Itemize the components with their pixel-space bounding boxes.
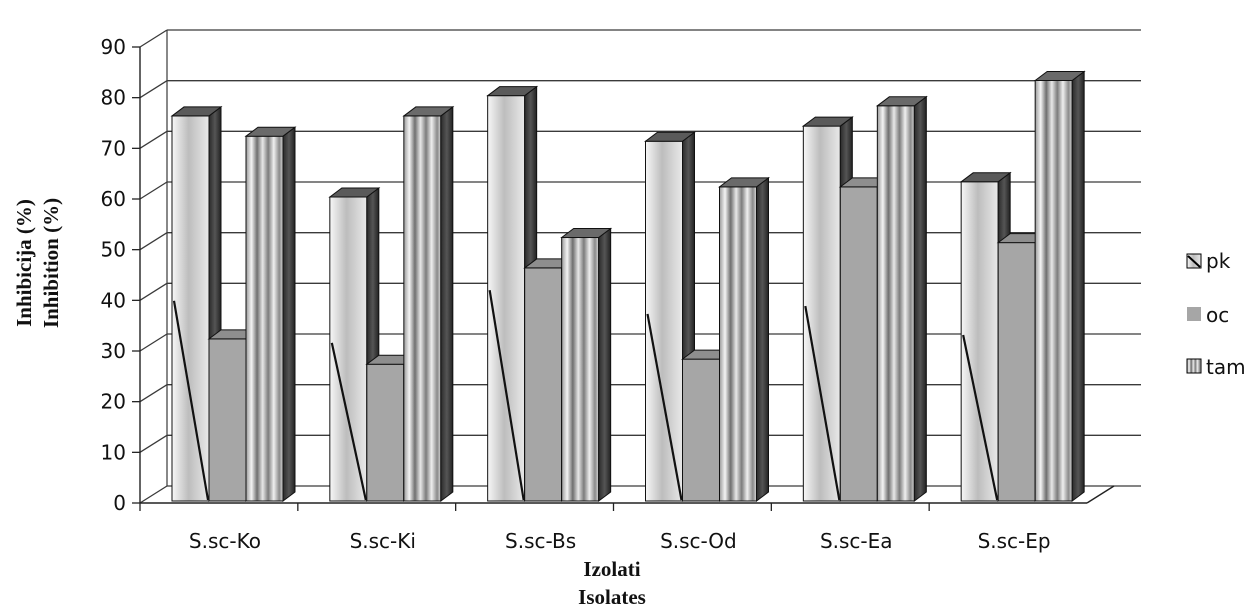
y-tick-label-90: 90 <box>101 35 126 59</box>
y-tick-label-70: 70 <box>101 136 126 160</box>
y-tick-label-40: 40 <box>101 288 126 312</box>
y-tick-label-0: 0 <box>113 491 126 515</box>
legend-label-oc: oc <box>1206 303 1229 327</box>
legend-swatch-pk-stripe <box>1187 255 1201 268</box>
legend-swatch-tam <box>1186 358 1202 374</box>
bar-front-tam-S.sc-Bs <box>561 237 600 502</box>
x-axis-title-line2: Isolates <box>578 585 646 609</box>
bar-front-oc-S.sc-Ko <box>208 338 247 502</box>
y-tick-label-60: 60 <box>101 187 126 211</box>
gridline-side-40 <box>139 282 168 301</box>
x-tick-label-S.sc-Ki: S.sc-Ki <box>350 529 416 553</box>
bar-top-pk-S.sc-Ea <box>801 116 854 127</box>
bar-front-oc-S.sc-Ki <box>366 363 405 502</box>
bar-top-pk-S.sc-Bs <box>486 86 539 97</box>
bar-side-tam-S.sc-Ea <box>913 95 927 502</box>
bar-front-pk-S.sc-Ko <box>171 115 210 502</box>
bar-top-tam-S.sc-Ea <box>875 96 928 107</box>
bar-side-tam-S.sc-Ko <box>282 126 296 502</box>
bar-stripe-pk-S.sc-Bs <box>488 290 525 501</box>
bar-top-pk-S.sc-Ki <box>328 187 381 198</box>
gridline-side-10 <box>139 434 168 453</box>
bar-tam-S.sc-Ki <box>402 105 455 502</box>
legend-item-tam: tam <box>1186 355 1246 379</box>
bar-front-oc-S.sc-Ep <box>997 242 1036 502</box>
gridline-side-70 <box>139 130 168 149</box>
gridline-side-80 <box>139 80 168 99</box>
bar-tam-S.sc-Ep <box>1033 70 1086 502</box>
bar-side-tam-S.sc-Ep <box>1071 70 1085 502</box>
bar-front-pk-S.sc-Ep <box>960 181 999 502</box>
gridline-side-0 <box>139 485 168 504</box>
y-tick-label-30: 30 <box>101 339 126 363</box>
bar-stripe-pk-S.sc-Ko <box>172 300 210 501</box>
bar-front-tam-S.sc-Ep <box>1034 79 1073 502</box>
bar-pk-S.sc-Ki <box>328 187 381 502</box>
x-tick-label-S.sc-Ea: S.sc-Ea <box>820 529 893 553</box>
y-tick-label-20: 20 <box>101 390 126 414</box>
x-tick-label-S.sc-Ko: S.sc-Ko <box>189 529 261 553</box>
x-tick-labels: S.sc-Ko S.sc-Ki S.sc-Bs S.sc-Od S.sc-Ea S.sc-… <box>189 529 1051 553</box>
bar-top-tam-S.sc-Od <box>718 177 770 188</box>
bar-tam-S.sc-Ko <box>244 126 297 502</box>
bar-front-tam-S.sc-Ea <box>876 105 915 502</box>
bar-stripe-pk-S.sc-Ep <box>962 334 999 501</box>
bar-top-tam-S.sc-Ko <box>244 126 297 137</box>
bar-top-pk-S.sc-Od <box>644 131 696 142</box>
gridline-side-50 <box>139 232 168 251</box>
bar-front-tam-S.sc-Ki <box>403 115 442 502</box>
bar-tam-S.sc-Bs <box>560 227 613 502</box>
bars <box>170 70 1086 502</box>
x-tick-label-S.sc-Od: S.sc-Od <box>660 529 737 553</box>
gridline-side-60 <box>139 181 168 200</box>
bar-top-tam-S.sc-Ep <box>1033 70 1086 81</box>
bar-front-oc-S.sc-Bs <box>524 267 563 502</box>
bar-stripe-pk-S.sc-Od <box>646 313 683 501</box>
bar-side-tam-S.sc-Bs <box>598 227 612 502</box>
bar-top-tam-S.sc-Ki <box>402 106 455 117</box>
bar-front-pk-S.sc-Ki <box>329 196 368 502</box>
gridline-side-90 <box>139 29 168 48</box>
bar-front-pk-S.sc-Od <box>645 140 683 502</box>
bar-front-oc-S.sc-Od <box>682 358 720 502</box>
y-tick-labels: 0 10 20 30 40 50 60 70 80 90 <box>101 35 126 515</box>
bar-front-tam-S.sc-Ko <box>245 135 284 502</box>
x-tick-label-S.sc-Ep: S.sc-Ep <box>978 529 1051 553</box>
legend-label-pk: pk <box>1206 249 1231 273</box>
bar-top-pk-S.sc-Ko <box>170 106 223 117</box>
y-axis <box>132 30 1115 511</box>
legend-item-oc: oc <box>1187 303 1229 327</box>
gridline-side-30 <box>139 333 168 352</box>
legend-item-pk: pk <box>1186 249 1231 273</box>
bar-tam-S.sc-Ea <box>875 95 928 502</box>
bar-stripe-pk-S.sc-Ki <box>330 342 367 501</box>
bar-stripe-pk-S.sc-Ea <box>804 305 841 501</box>
y-tick-label-50: 50 <box>101 238 126 262</box>
bar-front-pk-S.sc-Bs <box>487 95 526 502</box>
legend-swatch-oc <box>1187 307 1201 321</box>
y-axis-title-line1: Inhibicija (%) <box>12 199 36 327</box>
y-tick-label-10: 10 <box>101 440 126 464</box>
bar-side-tam-S.sc-Ki <box>440 105 454 502</box>
floor-right-edge <box>1086 485 1115 504</box>
legend-label-tam: tam <box>1206 355 1246 379</box>
y-axis-title-line2: Inhibition (%) <box>39 198 63 328</box>
x-axis-title-line1: Izolati <box>583 557 640 581</box>
bar-front-tam-S.sc-Od <box>719 186 757 502</box>
bar-front-oc-S.sc-Ea <box>839 186 878 502</box>
y-tick-label-80: 80 <box>101 86 126 110</box>
x-tick-label-S.sc-Bs: S.sc-Bs <box>505 529 576 553</box>
gridline-side-20 <box>139 384 168 403</box>
bar-side-tam-S.sc-Od <box>756 176 769 502</box>
legend: pk oc tam <box>1186 249 1246 379</box>
bar-top-tam-S.sc-Bs <box>560 228 613 239</box>
bar-front-pk-S.sc-Ea <box>802 125 841 502</box>
bar-tam-S.sc-Od <box>718 176 770 502</box>
bar-top-pk-S.sc-Ep <box>959 172 1012 183</box>
